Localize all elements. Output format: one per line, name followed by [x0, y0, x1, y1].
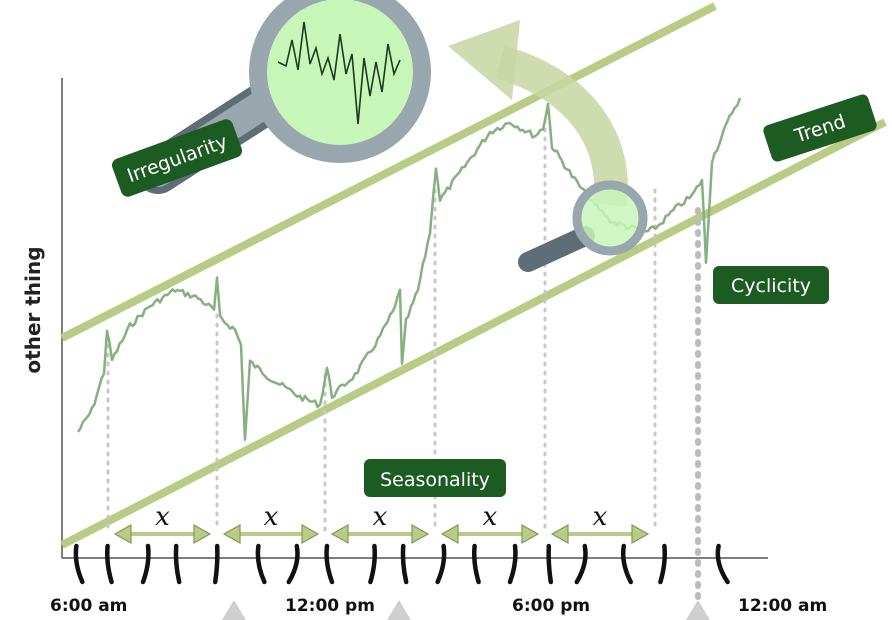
tick-mark — [212, 543, 220, 585]
time-label-6am: 6:00 am — [50, 596, 127, 616]
magnifier-lens — [572, 180, 648, 256]
tick-mark — [73, 543, 85, 585]
magnifier-lens — [249, 0, 431, 163]
tick-mark — [715, 543, 730, 585]
period-arrow: x — [113, 502, 212, 545]
bottom-triangle-marker — [686, 600, 710, 620]
magnifier-handle — [518, 226, 595, 272]
tick-mark — [620, 543, 634, 585]
season-dividers — [106, 118, 657, 532]
tick-mark — [173, 543, 182, 585]
period-arrow: x — [550, 502, 650, 545]
cyclicity-label-text: Cyclicity — [731, 275, 811, 297]
period-marker-text: x — [373, 502, 388, 532]
period-arrow: x — [330, 502, 430, 545]
tick-mark — [324, 543, 335, 585]
seasonality-label: Seasonality — [364, 459, 506, 497]
zoomed-noise-line — [277, 21, 401, 125]
tick-mark — [472, 543, 481, 585]
trend-band-upper — [60, 2, 717, 342]
trend-label: Trend — [763, 94, 877, 162]
tick-mark — [140, 543, 151, 585]
period-marker-text: x — [264, 502, 279, 532]
tick-mark — [574, 543, 588, 585]
time-label-12pm: 12:00 pm — [285, 596, 375, 616]
small-magnifier — [518, 180, 648, 272]
tick-mark — [368, 543, 377, 585]
cyclicity-label: Cyclicity — [713, 266, 829, 304]
tick-mark — [286, 543, 300, 585]
irregularity-label: Irregularity — [111, 119, 243, 197]
tick-mark — [658, 543, 667, 585]
y-axis-label: other thing — [21, 246, 45, 373]
period-marker-text: x — [483, 502, 498, 532]
seasonality-label-text: Seasonality — [380, 469, 490, 491]
tick-mark — [435, 543, 447, 585]
tick-marks — [73, 543, 730, 585]
period-marker-text: x — [155, 502, 170, 532]
period-marker-text: x — [593, 502, 608, 532]
period-arrow: x — [222, 502, 320, 545]
bottom-triangle-marker — [222, 600, 246, 620]
curved-arrow — [448, 20, 628, 208]
bottom-triangle-marker — [387, 600, 411, 620]
period-arrow: x — [440, 502, 540, 545]
tick-mark — [546, 543, 554, 585]
time-label-12am: 12:00 am — [738, 596, 827, 616]
trend-band-lower — [60, 118, 887, 549]
tick-mark — [507, 543, 518, 585]
tick-mark — [255, 543, 267, 585]
time-label-6pm: 6:00 pm — [512, 596, 590, 616]
tick-mark — [400, 543, 409, 585]
tick-mark — [105, 543, 114, 585]
